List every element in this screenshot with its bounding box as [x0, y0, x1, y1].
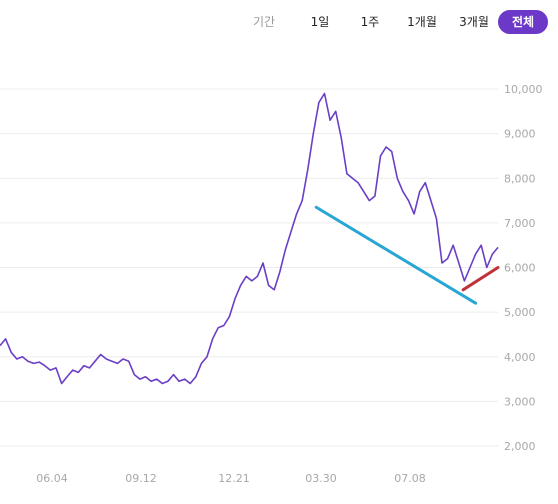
period-label: 기간	[252, 15, 276, 29]
downtrend-trendline	[314, 205, 478, 305]
period-1month-button[interactable]: 1개월	[407, 15, 437, 29]
period-1week-button[interactable]: 1주	[360, 15, 380, 29]
price-line	[0, 92, 499, 385]
period-toolbar: 기간 1일 1주 1개월 3개월 전체	[0, 0, 558, 46]
y-tick-label: 8,000	[504, 172, 536, 185]
period-1day-button[interactable]: 1일	[310, 15, 330, 29]
x-tick-label: 07.08	[394, 472, 426, 485]
x-tick-label: 12.21	[218, 472, 250, 485]
y-tick-label: 5,000	[504, 306, 536, 319]
y-tick-label: 9,000	[504, 128, 536, 141]
x-tick-label: 06.04	[36, 472, 68, 485]
y-tick-label: 3,000	[504, 395, 536, 408]
y-tick-label: 2,000	[504, 440, 536, 453]
y-tick-label: 6,000	[504, 262, 536, 275]
period-all-button[interactable]: 전체	[498, 10, 548, 34]
period-3month-button[interactable]: 3개월	[459, 15, 489, 29]
uptrend-trendline	[461, 266, 500, 292]
y-tick-label: 4,000	[504, 351, 536, 364]
y-tick-label: 10,000	[504, 83, 543, 96]
y-tick-label: 7,000	[504, 217, 536, 230]
x-tick-label: 03.30	[305, 472, 337, 485]
x-tick-label: 09.12	[125, 472, 157, 485]
